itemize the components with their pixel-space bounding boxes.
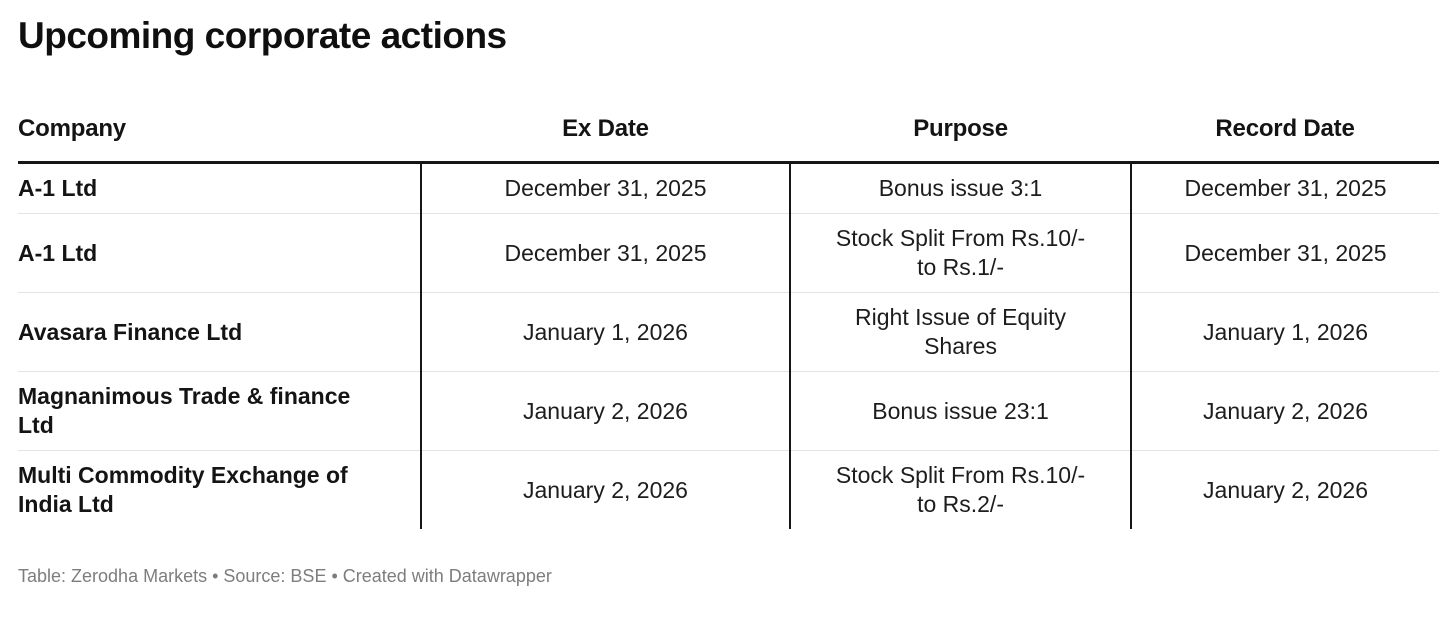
record-date-cell: January 2, 2026 — [1130, 371, 1439, 451]
record-date-cell: January 1, 2026 — [1130, 292, 1439, 372]
company-name: A-1 Ltd — [18, 239, 98, 266]
company-cell: A-1 Ltd — [18, 163, 421, 214]
table-row: Avasara Finance Ltd January 1, 2026 Righ… — [18, 292, 1439, 372]
table-row: A-1 Ltd December 31, 2025 Stock Split Fr… — [18, 213, 1439, 293]
company-cell: Multi Commodity Exchange of India Ltd — [18, 450, 421, 530]
record-date-cell: December 31, 2025 — [1130, 213, 1439, 293]
datawrapper-table-page: Upcoming corporate actions Company Ex Da… — [0, 14, 1456, 587]
company-name: A-1 Ltd — [18, 175, 98, 202]
company-name: Multi Commodity Exchange of India Ltd — [18, 462, 348, 518]
table-footer-attribution: Table: Zerodha Markets • Source: BSE • C… — [18, 566, 552, 587]
column-header-ex-date: Ex Date — [420, 108, 791, 165]
corporate-actions-table: Company Ex Date Purpose Record Date A-1 … — [18, 108, 1439, 530]
purpose-text: Stock Split From Rs.10/- to Rs.2/- — [835, 462, 1086, 518]
header-row: Company Ex Date Purpose Record Date — [18, 108, 1439, 165]
column-header-purpose: Purpose — [790, 108, 1132, 165]
table-row: Magnanimous Trade & finance Ltd January … — [18, 371, 1439, 451]
purpose-cell: Right Issue of Equity Shares — [789, 292, 1132, 372]
ex-date-cell: January 2, 2026 — [419, 450, 791, 530]
purpose-text: Bonus issue 3:1 — [878, 175, 1043, 202]
purpose-text: Stock Split From Rs.10/- to Rs.1/- — [835, 225, 1086, 281]
purpose-cell: Stock Split From Rs.10/- to Rs.2/- — [789, 450, 1132, 530]
purpose-text: Bonus issue 23:1 — [872, 397, 1049, 424]
purpose-text: Right Issue of Equity Shares — [855, 304, 1066, 360]
table-row: Multi Commodity Exchange of India Ltd Ja… — [18, 450, 1439, 530]
company-name: Avasara Finance Ltd — [18, 318, 243, 345]
company-name: Magnanimous Trade & finance Ltd — [18, 383, 351, 439]
page-title: Upcoming corporate actions — [18, 15, 507, 56]
purpose-cell: Bonus issue 23:1 — [789, 371, 1132, 451]
ex-date-cell: December 31, 2025 — [419, 213, 791, 293]
table-row: A-1 Ltd December 31, 2025 Bonus issue 3:… — [18, 162, 1439, 214]
ex-date-cell: January 1, 2026 — [419, 292, 791, 372]
company-cell: Magnanimous Trade & finance Ltd — [18, 371, 421, 451]
ex-date-cell: January 2, 2026 — [419, 371, 791, 451]
column-header-company: Company — [18, 108, 421, 165]
company-cell: Avasara Finance Ltd — [18, 292, 421, 372]
record-date-cell: December 31, 2025 — [1130, 162, 1439, 214]
purpose-cell: Bonus issue 3:1 — [789, 162, 1132, 214]
purpose-cell: Stock Split From Rs.10/- to Rs.1/- — [789, 213, 1132, 293]
ex-date-cell: December 31, 2025 — [419, 162, 791, 214]
company-cell: A-1 Ltd — [18, 213, 421, 293]
column-header-record-date: Record Date — [1131, 108, 1439, 165]
record-date-cell: January 2, 2026 — [1130, 450, 1439, 530]
